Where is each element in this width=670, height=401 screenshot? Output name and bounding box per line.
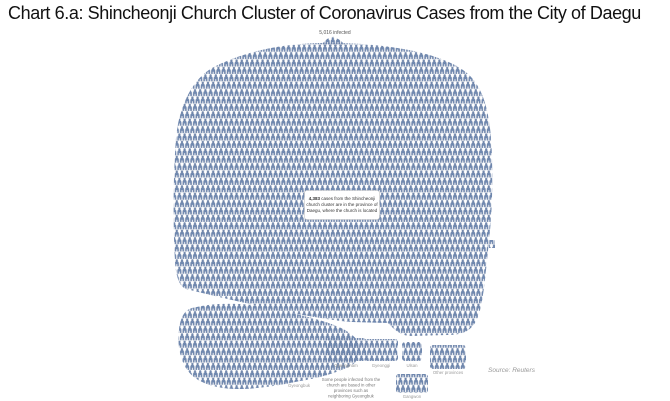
annotation-line-2: church are based in other [327,383,376,388]
chart-title: Chart 6.a: Shincheonji Church Cluster of… [8,3,641,23]
daegu-callout-line-2: church cluster are in the province of [306,202,378,207]
daegu-callout-line-1: 4,383 cases from the Shincheonji [309,196,376,201]
annotation-line-1: Some people infected from the [322,377,381,382]
daegu-callout-line-3: Daegu, where the church is located [307,208,378,213]
ulsan-label: Ulsan [407,363,419,368]
gyeonggi-pictogram-cluster [364,339,398,361]
daegu-callout-box-background [304,190,380,220]
source-attribution: Source: Reuters [488,367,536,374]
daegu-callout-box: 4,383 cases from the Shincheonji church … [304,190,380,220]
gangwon-pictogram-cluster [396,374,428,393]
gyeongnam-label: Gyeongnam [334,363,358,368]
gangwon-label: Gangwon [403,394,422,399]
ulsan-pictogram-cluster [402,342,422,361]
annotation-line-4: neighboring Gyeongbuk [328,394,374,399]
daegu-callout-line-1-rest: cases from the Shincheonji [320,196,375,201]
gyeongnam-pictogram-cluster [326,338,366,361]
other-provinces-pictogram-cluster [430,345,466,369]
gyeongbuk-label: Gyeongbuk [288,383,311,388]
daegu-pictogram-blob [173,42,493,337]
other-provinces-annotation: Some people infected from the church are… [322,377,381,399]
daegu-pictogram-edge-icon [489,240,495,248]
annotation-line-3: provinces such as [334,388,368,393]
gyeonggi-label: Gyeonggi [372,363,390,368]
other-provinces-label: Other provinces [433,370,463,375]
total-infected-label: 5,016 infected [319,30,351,36]
daegu-callout-number: 4,383 [309,196,321,201]
gyeongbuk-pictogram-blob [178,303,361,389]
